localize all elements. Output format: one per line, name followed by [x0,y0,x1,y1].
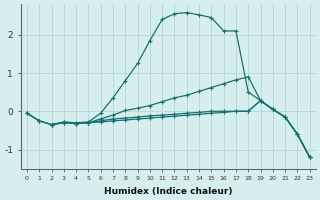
X-axis label: Humidex (Indice chaleur): Humidex (Indice chaleur) [104,187,233,196]
